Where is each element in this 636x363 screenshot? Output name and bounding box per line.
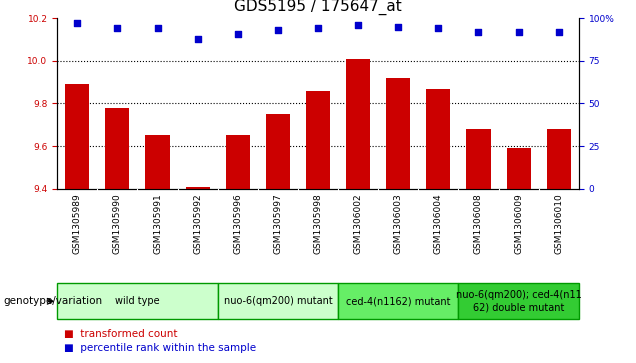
Text: ■  transformed count: ■ transformed count [64,329,177,339]
Point [513,29,523,35]
Point [553,29,563,35]
Bar [547,129,570,189]
Point [233,30,243,36]
Point [113,25,123,31]
Bar [266,114,290,189]
Point [353,22,363,28]
Point [313,25,323,31]
Text: GSM1306002: GSM1306002 [354,193,363,254]
Text: GSM1305998: GSM1305998 [314,193,322,254]
Bar [306,91,330,189]
Text: nuo-6(qm200) mutant: nuo-6(qm200) mutant [223,296,332,306]
Bar [66,84,89,189]
Point [153,25,163,31]
Text: GSM1305997: GSM1305997 [273,193,282,254]
Point [193,36,203,41]
Text: ■  percentile rank within the sample: ■ percentile rank within the sample [64,343,256,353]
Text: nuo-6(qm200); ced-4(n11
62) double mutant: nuo-6(qm200); ced-4(n11 62) double mutan… [456,290,581,312]
Bar [426,89,450,189]
Bar [186,187,210,189]
Bar [57,283,218,319]
Text: GSM1305989: GSM1305989 [73,193,82,254]
Bar [146,135,170,189]
Point [473,29,483,35]
Text: GSM1306004: GSM1306004 [434,193,443,254]
Bar [226,135,250,189]
Title: GDS5195 / 175647_at: GDS5195 / 175647_at [234,0,402,15]
Point [73,20,83,26]
Text: GSM1305996: GSM1305996 [233,193,242,254]
Bar [459,283,579,319]
Text: ced-4(n1162) mutant: ced-4(n1162) mutant [346,296,450,306]
Point [393,24,403,30]
Text: GSM1306008: GSM1306008 [474,193,483,254]
Bar [346,59,370,189]
Text: wild type: wild type [115,296,160,306]
Text: GSM1305991: GSM1305991 [153,193,162,254]
Bar [106,108,130,189]
Bar [386,78,410,189]
Text: GSM1306009: GSM1306009 [514,193,523,254]
Bar [218,283,338,319]
Bar [506,148,530,189]
Point [433,25,443,31]
Text: GSM1305990: GSM1305990 [113,193,122,254]
Text: GSM1306010: GSM1306010 [554,193,563,254]
Text: GSM1306003: GSM1306003 [394,193,403,254]
Bar [338,283,459,319]
Point [273,27,283,33]
Text: GSM1305992: GSM1305992 [193,193,202,254]
Text: genotype/variation: genotype/variation [3,296,102,306]
Bar [466,129,490,189]
